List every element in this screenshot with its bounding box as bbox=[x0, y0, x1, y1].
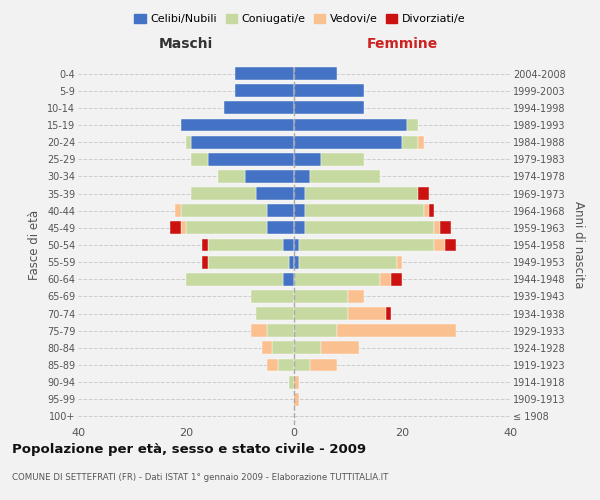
Bar bbox=[256, 307, 294, 320]
Bar bbox=[267, 222, 294, 234]
Bar bbox=[267, 358, 278, 372]
Bar bbox=[251, 290, 294, 303]
Bar bbox=[321, 153, 364, 166]
Bar bbox=[289, 376, 294, 388]
Bar bbox=[224, 102, 294, 114]
Bar bbox=[294, 204, 305, 217]
Bar bbox=[208, 238, 283, 252]
Bar bbox=[186, 222, 267, 234]
Bar bbox=[386, 307, 391, 320]
Bar bbox=[186, 273, 283, 285]
Bar bbox=[256, 187, 294, 200]
Bar bbox=[235, 84, 294, 97]
Bar bbox=[294, 342, 321, 354]
Bar bbox=[218, 170, 245, 183]
Text: Popolazione per età, sesso e stato civile - 2009: Popolazione per età, sesso e stato civil… bbox=[12, 442, 366, 456]
Bar bbox=[251, 324, 267, 337]
Bar bbox=[267, 204, 294, 217]
Bar bbox=[191, 187, 256, 200]
Bar bbox=[278, 358, 294, 372]
Bar bbox=[348, 290, 364, 303]
Bar bbox=[208, 256, 289, 268]
Bar bbox=[310, 170, 380, 183]
Bar bbox=[175, 204, 181, 217]
Bar bbox=[299, 256, 397, 268]
Bar bbox=[208, 153, 294, 166]
Bar bbox=[418, 136, 424, 148]
Bar bbox=[337, 324, 456, 337]
Bar bbox=[294, 307, 348, 320]
Bar bbox=[391, 273, 402, 285]
Bar bbox=[418, 187, 429, 200]
Bar bbox=[202, 238, 208, 252]
Bar bbox=[434, 238, 445, 252]
Bar bbox=[294, 84, 364, 97]
Bar bbox=[294, 273, 380, 285]
Bar bbox=[294, 290, 348, 303]
Bar bbox=[321, 342, 359, 354]
Bar bbox=[294, 170, 310, 183]
Bar bbox=[202, 256, 208, 268]
Legend: Celibi/Nubili, Coniugati/e, Vedovi/e, Divorziati/e: Celibi/Nubili, Coniugati/e, Vedovi/e, Di… bbox=[131, 10, 469, 28]
Bar bbox=[305, 222, 434, 234]
Text: Femmine: Femmine bbox=[367, 38, 437, 52]
Bar bbox=[191, 136, 294, 148]
Bar bbox=[283, 238, 294, 252]
Bar bbox=[440, 222, 451, 234]
Bar bbox=[294, 324, 337, 337]
Text: Maschi: Maschi bbox=[159, 38, 213, 52]
Bar bbox=[294, 187, 305, 200]
Bar bbox=[310, 358, 337, 372]
Bar bbox=[294, 118, 407, 132]
Bar bbox=[294, 222, 305, 234]
Bar bbox=[407, 118, 418, 132]
Bar bbox=[294, 376, 299, 388]
Bar bbox=[294, 238, 299, 252]
Bar bbox=[305, 204, 424, 217]
Bar bbox=[380, 273, 391, 285]
Bar bbox=[191, 153, 208, 166]
Bar bbox=[294, 67, 337, 80]
Bar bbox=[445, 238, 456, 252]
Bar bbox=[272, 342, 294, 354]
Bar bbox=[262, 342, 272, 354]
Bar bbox=[181, 118, 294, 132]
Bar bbox=[299, 238, 434, 252]
Bar bbox=[186, 136, 191, 148]
Bar bbox=[305, 187, 418, 200]
Bar bbox=[245, 170, 294, 183]
Bar bbox=[283, 273, 294, 285]
Bar bbox=[289, 256, 294, 268]
Bar bbox=[267, 324, 294, 337]
Bar bbox=[181, 204, 267, 217]
Bar bbox=[397, 256, 402, 268]
Bar bbox=[181, 222, 186, 234]
Bar bbox=[294, 102, 364, 114]
Bar bbox=[294, 153, 321, 166]
Bar bbox=[294, 358, 310, 372]
Bar bbox=[294, 256, 299, 268]
Bar bbox=[402, 136, 418, 148]
Bar bbox=[294, 136, 402, 148]
Bar bbox=[294, 393, 299, 406]
Bar bbox=[429, 204, 434, 217]
Text: COMUNE DI SETTEFRATI (FR) - Dati ISTAT 1° gennaio 2009 - Elaborazione TUTTITALIA: COMUNE DI SETTEFRATI (FR) - Dati ISTAT 1… bbox=[12, 473, 388, 482]
Bar bbox=[235, 67, 294, 80]
Bar bbox=[424, 204, 429, 217]
Bar bbox=[348, 307, 386, 320]
Y-axis label: Anni di nascita: Anni di nascita bbox=[572, 202, 585, 288]
Y-axis label: Fasce di età: Fasce di età bbox=[28, 210, 41, 280]
Bar bbox=[434, 222, 440, 234]
Bar bbox=[170, 222, 181, 234]
